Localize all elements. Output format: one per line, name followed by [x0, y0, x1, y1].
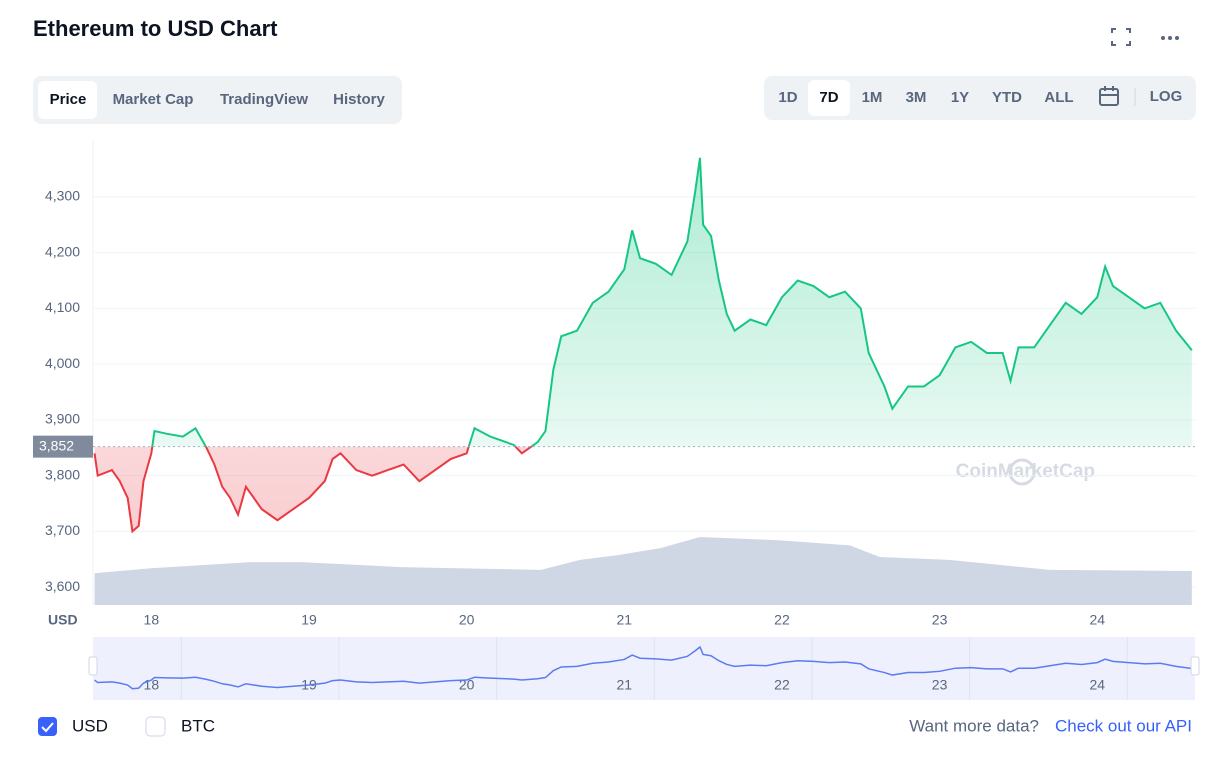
price-line-up: [151, 157, 1193, 447]
navigator-tick-label: 22: [774, 677, 790, 693]
fullscreen-icon[interactable]: [1111, 28, 1131, 46]
currency-label: USD: [72, 716, 108, 735]
tab[interactable]: Market Cap: [113, 91, 194, 108]
x-tick-label: 23: [932, 612, 948, 628]
range-button[interactable]: 3M: [906, 89, 927, 106]
y-tick-label: 3,700: [45, 522, 80, 538]
x-tick-label: 21: [617, 612, 633, 628]
x-tick-label: 22: [774, 612, 790, 628]
title: Ethereum to USD Chart: [33, 16, 278, 41]
volume-area: [94, 536, 1192, 605]
range-button[interactable]: ALL: [1044, 89, 1073, 106]
reference-badge: [33, 435, 93, 458]
x-tick-label: 24: [1089, 612, 1105, 628]
x-tick-label: 19: [301, 612, 317, 628]
y-tick-label: 4,100: [45, 299, 80, 315]
api-link[interactable]: Check out our API: [1055, 716, 1192, 735]
y-tick-label: 4,200: [45, 243, 80, 259]
navigator-tick-label: 24: [1089, 677, 1105, 693]
y-tick-label: 3,800: [45, 466, 80, 482]
tab-active: [38, 81, 97, 119]
y-tick-label: 4,300: [45, 188, 80, 204]
y-tick-label: 3,900: [45, 411, 80, 427]
range-button[interactable]: 1M: [862, 89, 883, 106]
navigator-tick-label: 21: [617, 677, 633, 693]
calendar-icon[interactable]: [1099, 86, 1119, 106]
x-tick-label: 18: [144, 612, 160, 628]
navigator-line: [94, 645, 1192, 690]
price-line-down: [93, 446, 534, 534]
currency-label: BTC: [181, 716, 215, 735]
y-tick-label: 4,000: [45, 355, 80, 371]
range-button[interactable]: 1D: [778, 89, 797, 106]
watermark-logo: [1008, 458, 1036, 486]
more-icon[interactable]: [1161, 36, 1179, 40]
usd-checkbox[interactable]: [38, 717, 57, 736]
reference-label: 3,852: [39, 437, 74, 453]
log-toggle[interactable]: LOG: [1150, 88, 1183, 105]
navigator-handle[interactable]: [1190, 656, 1200, 676]
tab[interactable]: History: [333, 91, 385, 108]
range-button[interactable]: 1Y: [951, 89, 969, 106]
area-up: [152, 157, 1192, 447]
watermark: CoinMarketCap: [956, 461, 1095, 482]
btc-checkbox[interactable]: [145, 716, 166, 737]
footer-text: Want more data?: [909, 716, 1039, 735]
check-icon: [41, 722, 54, 733]
x-tick-label: 20: [459, 612, 475, 628]
navigator-tick-label: 18: [144, 677, 160, 693]
range-bar: [764, 76, 1196, 120]
navigator-tick-label: 23: [932, 677, 948, 693]
range-button[interactable]: YTD: [992, 89, 1022, 106]
navigator[interactable]: [93, 637, 1195, 700]
tab-bar: [33, 76, 402, 124]
tab[interactable]: Price: [50, 91, 87, 108]
navigator-tick-label: 20: [459, 677, 475, 693]
navigator-handle[interactable]: [88, 656, 98, 676]
range-active: [808, 80, 850, 116]
area-down: [94, 446, 1192, 532]
range-button[interactable]: 7D: [819, 89, 838, 106]
y-tick-label: 3,600: [45, 578, 80, 594]
tab[interactable]: TradingView: [220, 91, 308, 108]
x-unit: USD: [48, 612, 78, 628]
